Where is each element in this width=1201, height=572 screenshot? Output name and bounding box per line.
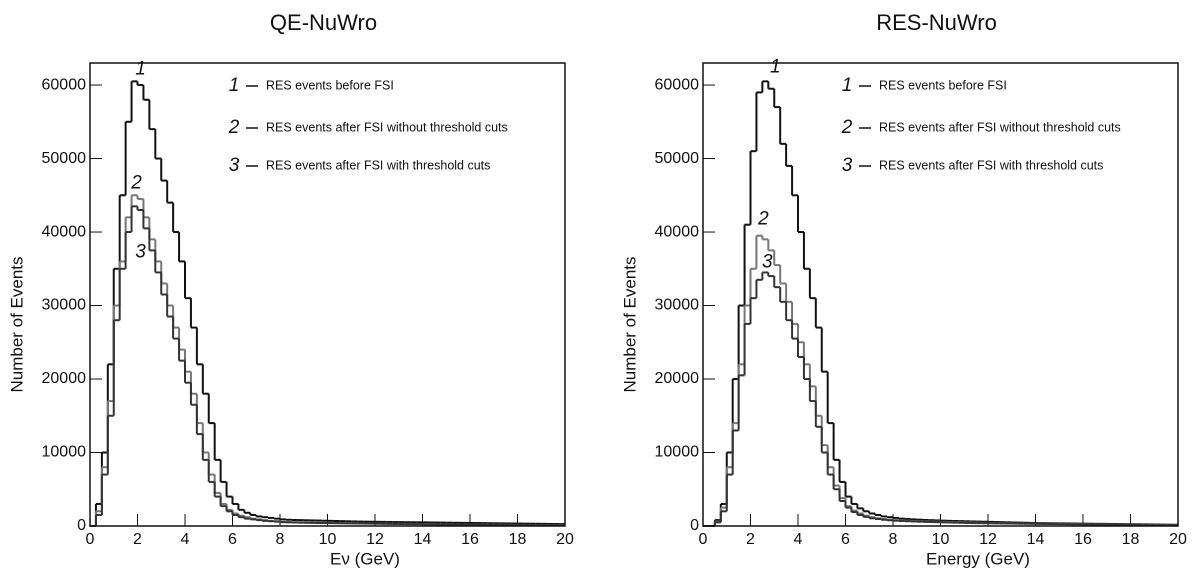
- x-tick-label: 8: [276, 531, 285, 548]
- y-tick-label: 30000: [655, 297, 700, 314]
- x-tick-label: 10: [319, 531, 337, 548]
- x-tick-label: 2: [133, 531, 142, 548]
- y-tick-label: 50000: [42, 150, 87, 167]
- x-tick-label: 12: [979, 531, 997, 548]
- curve-label: 2: [757, 209, 769, 230]
- y-tick-label: 40000: [42, 223, 87, 240]
- legend-number: 2: [841, 117, 853, 138]
- x-tick-label: 0: [86, 531, 95, 548]
- x-tick-label: 6: [228, 531, 237, 548]
- legend-number: 1: [842, 75, 853, 96]
- legend-text: RES events before FSI: [266, 78, 394, 92]
- plot-frame: [89, 62, 566, 527]
- y-tick-label: 40000: [655, 223, 700, 240]
- legend-text: RES events after FSI with threshold cuts: [879, 158, 1103, 172]
- y-tick-label: 30000: [42, 297, 87, 314]
- curve-label: 1: [135, 58, 146, 79]
- legend-number: 2: [228, 117, 240, 138]
- y-tick-label: 10000: [42, 444, 87, 461]
- x-tick-label: 8: [889, 531, 898, 548]
- y-axis-label: Number of Events: [7, 256, 26, 392]
- y-tick-label: 60000: [42, 76, 87, 93]
- y-tick-label: 20000: [655, 370, 700, 387]
- y-tick-label: 10000: [655, 444, 700, 461]
- plot-frame: [702, 62, 1179, 527]
- legend-text: RES events after FSI with threshold cuts: [266, 158, 490, 172]
- y-axis-label: Number of Events: [620, 256, 639, 392]
- x-tick-label: 4: [794, 531, 803, 548]
- curve-label: 3: [135, 241, 146, 262]
- legend-text: RES events after FSI without threshold c…: [266, 120, 508, 134]
- x-tick-label: 16: [461, 531, 479, 548]
- y-tick-label: 0: [690, 517, 699, 534]
- y-tick-label: 20000: [42, 370, 87, 387]
- legend-text: RES events after FSI without threshold c…: [879, 120, 1121, 134]
- x-tick-label: 14: [1027, 531, 1045, 548]
- x-tick-label: 18: [509, 531, 527, 548]
- curve-label: 2: [130, 172, 142, 193]
- x-tick-label: 4: [181, 531, 190, 548]
- x-tick-label: 12: [366, 531, 384, 548]
- legend-number: 3: [229, 155, 240, 176]
- x-tick-label: 18: [1122, 531, 1140, 548]
- legend-number: 3: [842, 155, 853, 176]
- chart-title: QE-NuWro: [270, 10, 377, 35]
- x-axis-label: Energy (GeV): [926, 549, 1030, 568]
- y-tick-label: 0: [77, 517, 86, 534]
- x-tick-label: 10: [932, 531, 950, 548]
- x-tick-label: 0: [699, 531, 708, 548]
- curve-label: 1: [770, 56, 781, 77]
- x-tick-label: 16: [1074, 531, 1092, 548]
- y-tick-label: 50000: [655, 150, 700, 167]
- legend-number: 1: [229, 75, 240, 96]
- x-tick-label: 20: [556, 531, 574, 548]
- chart-title: RES-NuWro: [876, 10, 997, 35]
- x-tick-label: 6: [841, 531, 850, 548]
- legend-text: RES events before FSI: [879, 78, 1007, 92]
- y-tick-label: 60000: [655, 76, 700, 93]
- x-axis-label: Eν (GeV): [330, 549, 400, 568]
- x-tick-label: 20: [1169, 531, 1187, 548]
- x-tick-label: 14: [414, 531, 432, 548]
- curve-label: 3: [762, 251, 773, 272]
- x-tick-label: 2: [746, 531, 755, 548]
